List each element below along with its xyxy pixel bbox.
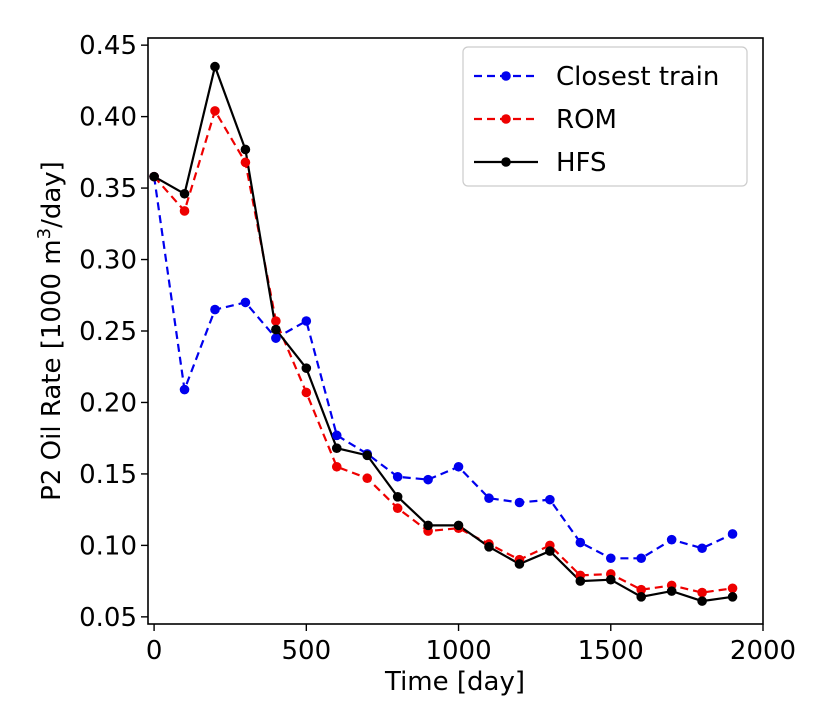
data-point-closest-train xyxy=(240,297,251,308)
y-tick-label: 0.30 xyxy=(79,246,137,276)
y-axis-label: P2 Oil Rate [1000 m3/day] xyxy=(34,161,67,501)
legend-box xyxy=(462,46,748,187)
data-point-hfs xyxy=(727,592,738,602)
data-point-hfs xyxy=(271,324,281,335)
data-point-rom xyxy=(210,106,220,116)
data-point-hfs xyxy=(605,574,616,585)
x-axis-ticks: 0 500 1000 1500 2000 xyxy=(146,624,796,666)
data-point-closest-train xyxy=(179,384,190,395)
data-point-closest-train xyxy=(636,553,647,564)
x-tick-label: 2000 xyxy=(730,636,796,666)
data-point-rom xyxy=(362,473,373,484)
series-lines xyxy=(153,62,734,603)
data-point-closest-train xyxy=(514,497,525,508)
data-point-closest-train xyxy=(392,471,403,482)
legend-label-closest-train: Closest train xyxy=(556,62,719,92)
series-line-rom xyxy=(153,108,733,594)
data-point-closest-train xyxy=(484,493,494,504)
x-tick-label: 1500 xyxy=(578,636,644,666)
data-point-rom xyxy=(240,157,251,168)
data-point-hfs xyxy=(149,171,159,182)
data-point-rom xyxy=(697,587,707,598)
data-point-hfs xyxy=(392,491,403,502)
data-point-hfs xyxy=(423,520,433,531)
data-point-closest-train xyxy=(210,304,220,315)
y-tick-label: 0.45 xyxy=(79,31,137,61)
legend-entries: Closest train ROM HFS xyxy=(474,62,719,178)
data-point-hfs xyxy=(697,596,707,606)
y-tick-label: 0.10 xyxy=(79,531,137,561)
data-point-hfs xyxy=(210,61,220,72)
legend: Closest train ROM HFS xyxy=(462,46,748,187)
data-point-closest-train xyxy=(301,316,312,326)
legend-label-rom: ROM xyxy=(556,105,617,135)
data-point-closest-train xyxy=(271,333,281,343)
data-point-closest-train xyxy=(727,529,738,539)
data-point-rom xyxy=(301,387,312,398)
data-point-hfs xyxy=(362,450,373,461)
data-point-closest-train xyxy=(575,537,586,548)
data-point-rom xyxy=(727,583,738,594)
y-tick-label: 0.40 xyxy=(79,103,137,133)
data-point-hfs xyxy=(514,559,525,569)
data-point-closest-train xyxy=(453,461,464,472)
series-line-hfs xyxy=(153,62,733,603)
data-point-closest-train xyxy=(545,494,555,505)
legend-label-hfs: HFS xyxy=(556,148,607,178)
data-point-rom xyxy=(636,584,647,595)
data-point-hfs xyxy=(575,576,586,586)
plot-frame xyxy=(147,37,764,625)
series-line-closest-train xyxy=(153,176,734,560)
y-axis-ticks: 0.05 0.10 0.15 0.20 0.25 0.30 0.35 0.40 0.45 xyxy=(79,31,148,633)
data-point-rom xyxy=(179,206,190,216)
data-point-closest-train xyxy=(605,553,616,564)
data-point-hfs xyxy=(301,363,312,373)
data-point-closest-train xyxy=(697,543,707,554)
data-point-rom xyxy=(392,503,403,514)
x-tick-label: 1000 xyxy=(425,636,491,666)
legend-marker-rom xyxy=(501,114,511,124)
data-point-hfs xyxy=(666,586,677,596)
data-point-closest-train xyxy=(331,430,342,441)
data-point-rom xyxy=(271,316,281,326)
x-axis-label: Time [day] xyxy=(384,667,525,697)
data-point-hfs xyxy=(545,546,555,556)
data-point-hfs xyxy=(240,144,251,155)
y-axis-label-tail: /day] xyxy=(37,161,67,228)
data-point-hfs xyxy=(453,520,464,531)
x-tick-label: 0 xyxy=(146,636,163,666)
data-point-rom xyxy=(331,461,342,472)
y-tick-label: 0.05 xyxy=(79,603,137,633)
y-axis-label-main: P2 Oil Rate [1000 m xyxy=(37,239,67,500)
legend-marker-closest-train xyxy=(501,71,511,81)
data-point-hfs xyxy=(331,443,342,454)
data-point-closest-train xyxy=(423,474,433,485)
y-tick-label: 0.15 xyxy=(79,460,137,490)
x-tick-label: 500 xyxy=(281,636,331,666)
legend-marker-hfs xyxy=(501,157,511,167)
data-point-hfs xyxy=(484,542,494,552)
data-point-hfs xyxy=(179,188,190,199)
series-points xyxy=(149,61,738,606)
y-tick-label: 0.25 xyxy=(79,317,137,347)
y-axis-label-superscript: 3 xyxy=(34,228,55,239)
data-point-hfs xyxy=(636,592,647,602)
y-tick-label: 0.20 xyxy=(79,388,137,418)
y-tick-label: 0.35 xyxy=(79,174,137,204)
data-point-closest-train xyxy=(666,534,677,545)
